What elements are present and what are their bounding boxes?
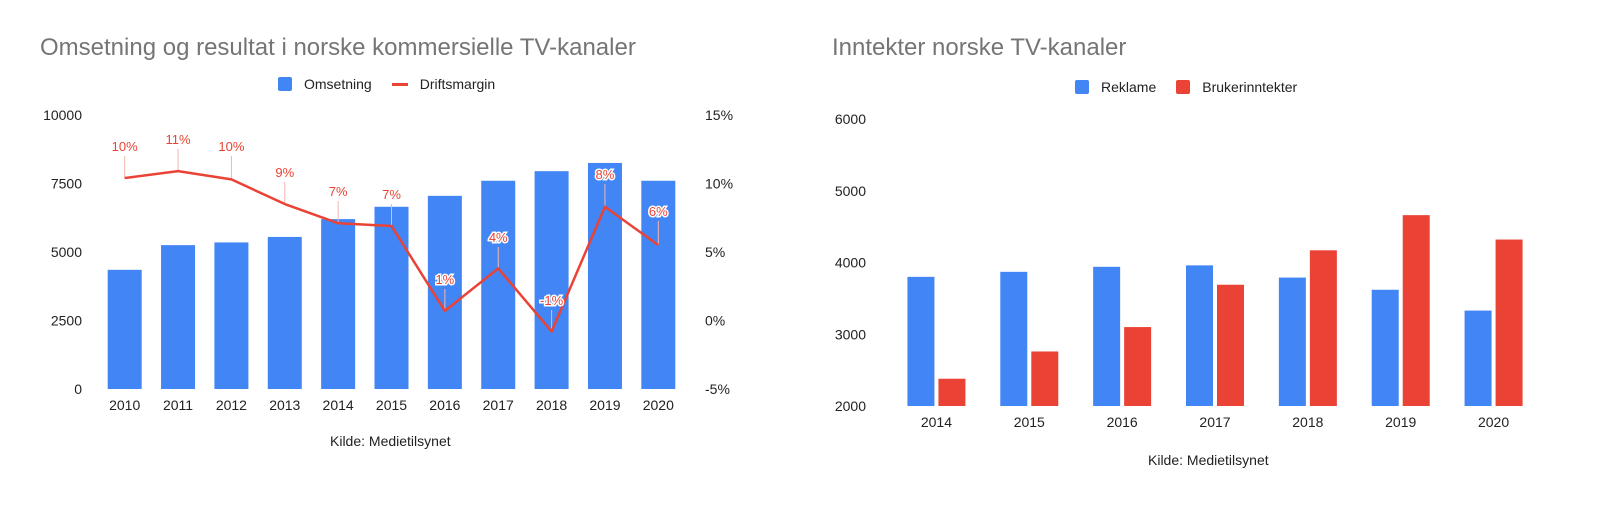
bar-brukerinntekter: [938, 378, 966, 406]
y-tick-label: 4000: [835, 255, 866, 271]
y-left-tick-label: 0: [74, 381, 82, 397]
y-right-tick-label: 10%: [705, 176, 733, 192]
legend-swatch-brukerinntekter: [1176, 80, 1191, 94]
bar-brukerinntekter: [1217, 284, 1244, 406]
bar-omsetning: [214, 242, 249, 389]
x-tick-label: 2018: [1292, 414, 1323, 430]
bar-reklame: [1093, 266, 1121, 406]
x-tick-label: 2016: [1107, 414, 1138, 430]
bar-reklame: [1371, 289, 1399, 406]
x-tick-label: 2018: [536, 397, 567, 413]
legend-swatch-driftsmargin: [391, 82, 408, 86]
y-left-tick-label: 5000: [51, 244, 82, 260]
data-label-driftsmargin: 7%: [382, 187, 401, 202]
legend-label-driftsmargin: Driftsmargin: [419, 76, 496, 92]
bar-brukerinntekter: [1309, 250, 1337, 406]
data-label-driftsmargin: 10%: [218, 139, 244, 154]
legend-item-driftsmargin: Driftsmargin: [391, 76, 496, 92]
data-label-driftsmargin: 11%: [166, 132, 191, 147]
x-tick-label: 2015: [1014, 414, 1045, 430]
x-tick-label: 2015: [376, 397, 407, 413]
data-label-driftsmargin: 7%: [329, 184, 348, 199]
legend-item-brukerinntekter: Brukerinntekter: [1176, 79, 1297, 95]
x-tick-label: 2014: [323, 397, 354, 413]
x-tick-label: 2010: [109, 397, 140, 413]
bar-omsetning: [267, 236, 302, 389]
legend-item-reklame: Reklame: [1075, 79, 1156, 95]
legend-label-omsetning: Omsetning: [304, 76, 372, 92]
x-tick-label: 2016: [429, 397, 460, 413]
chart-panel-revenue-margin: Omsetning og resultat i norske kommersie…: [40, 34, 733, 449]
x-tick-label: 2017: [483, 397, 514, 413]
bar-omsetning: [161, 245, 196, 389]
x-tick-label: 2012: [216, 397, 247, 413]
x-tick-label: 2014: [921, 414, 952, 430]
legend-swatch-reklame: [1075, 80, 1089, 94]
y-right-tick-label: 0%: [705, 313, 725, 329]
y-tick-label: 5000: [835, 183, 866, 199]
bar-reklame: [1278, 277, 1306, 406]
chart-source: Kilde: Medietilsynet: [330, 433, 451, 449]
bar-omsetning: [321, 219, 356, 389]
bar-reklame: [1464, 310, 1492, 406]
data-label-driftsmargin: 8%: [596, 167, 615, 182]
bar-omsetning: [374, 206, 409, 389]
x-tick-label: 2020: [643, 397, 674, 413]
bar-brukerinntekter: [1124, 327, 1152, 406]
bar-omsetning: [534, 171, 569, 389]
legend-label-brukerinntekter: Brukerinntekter: [1202, 79, 1298, 95]
chart-plot-income: 2000 3000 4000 5000 6000 2014 2015 2016 2017 2018…: [835, 111, 1523, 430]
line-driftsmargin: [124, 169, 660, 333]
bar-omsetning: [641, 180, 676, 389]
data-label-driftsmargin: 10%: [112, 139, 138, 154]
bar-reklame: [1000, 271, 1028, 406]
y-right-tick-label: 15%: [705, 107, 733, 123]
x-tick-label: 2017: [1199, 414, 1230, 430]
bar-omsetning: [481, 180, 516, 389]
x-tick-label: 2019: [1385, 414, 1416, 430]
chart-plot-revenue-margin: 0 2500 5000 7500 10000 -5% 0% 5% 10% 15% 2010 2011 2…: [43, 107, 733, 413]
x-tick-label: 2013: [269, 397, 300, 413]
x-tick-label: 2011: [163, 397, 193, 413]
y-left-tick-label: 2500: [51, 313, 82, 329]
chart-title: Omsetning og resultat i norske kommersie…: [40, 34, 636, 61]
legend-item-omsetning: Omsetning: [278, 76, 372, 92]
chart-legend: Reklame Brukerinntekter: [1075, 79, 1317, 95]
chart-legend: Omsetning Driftsmargin: [278, 76, 515, 92]
bar-brukerinntekter: [1031, 351, 1059, 406]
bar-reklame: [1186, 265, 1213, 406]
chart-panel-income: Inntekter norske TV-kanaler Reklame Bruk…: [800, 0, 1600, 505]
legend-label-reklame: Reklame: [1101, 79, 1157, 95]
data-label-driftsmargin: 1%: [435, 272, 454, 287]
y-right-tick-label: -5%: [705, 381, 730, 397]
legend-swatch-omsetning: [278, 77, 292, 91]
x-tick-label: 2020: [1478, 414, 1509, 430]
y-tick-label: 3000: [835, 326, 866, 342]
data-label-driftsmargin: -1%: [540, 293, 564, 308]
bar-brukerinntekter: [1402, 215, 1430, 406]
bar-reklame: [907, 276, 935, 406]
data-label-driftsmargin: 6%: [649, 204, 668, 219]
y-left-tick-label: 7500: [51, 176, 82, 192]
y-tick-label: 2000: [835, 398, 866, 414]
bar-brukerinntekter: [1495, 239, 1523, 406]
y-left-tick-label: 10000: [43, 107, 82, 123]
x-tick-label: 2019: [589, 397, 620, 413]
y-right-tick-label: 5%: [705, 244, 725, 260]
y-tick-label: 6000: [835, 111, 866, 127]
chart-source: Kilde: Medietilsynet: [1148, 452, 1269, 468]
data-label-driftsmargin: 4%: [489, 230, 508, 245]
chart-title: Inntekter norske TV-kanaler: [832, 34, 1127, 61]
bar-omsetning: [107, 269, 142, 389]
data-label-driftsmargin: 9%: [275, 165, 294, 180]
